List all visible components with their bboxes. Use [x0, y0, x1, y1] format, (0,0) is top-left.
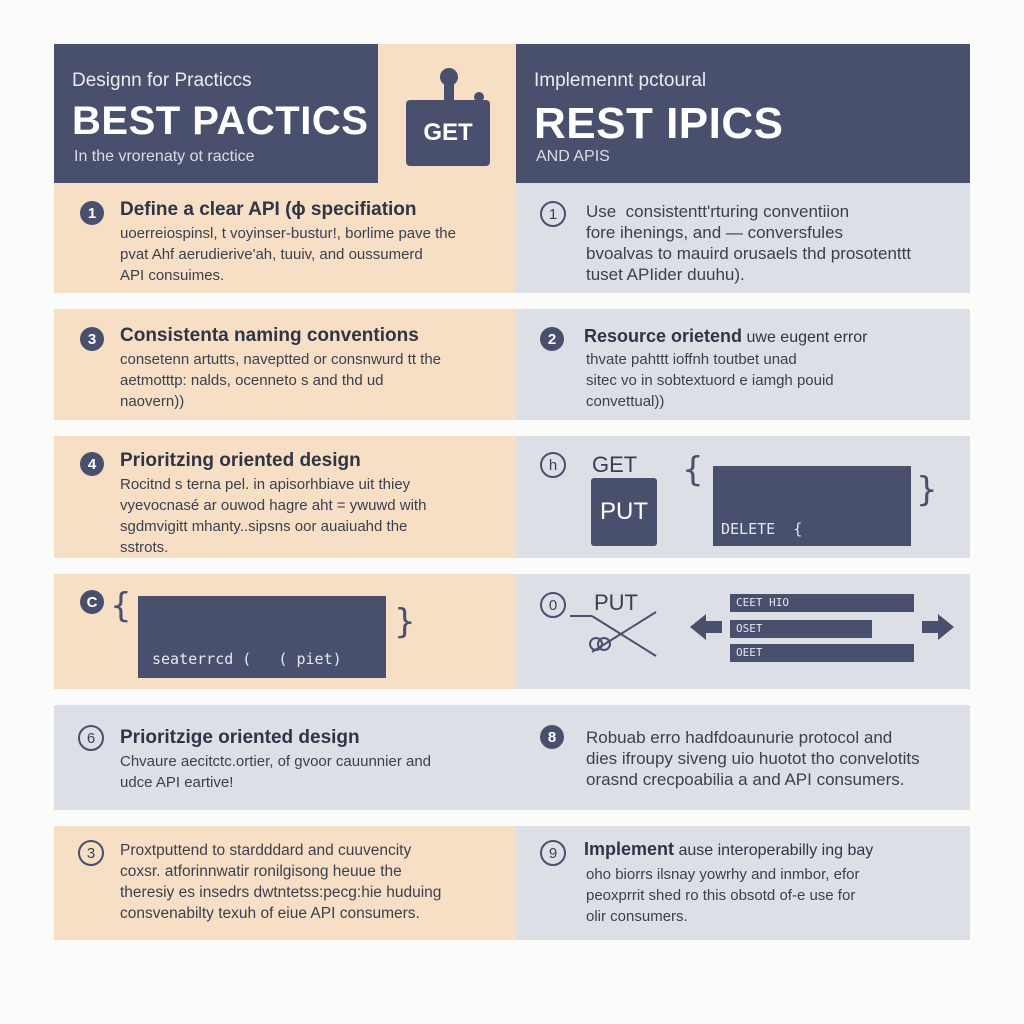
step-number: 1 — [80, 201, 104, 225]
tip-card-define-spec: 1 Define a clear API (ɸ specifiation uoe… — [54, 183, 516, 293]
header-right-title: REST IPICS — [534, 99, 784, 148]
puzzle-dot-icon — [474, 92, 484, 102]
step-number: h — [540, 452, 566, 478]
tip-body: Robuab erro hadfdoaunurie protocol and d… — [586, 728, 920, 789]
tip-card-interoperability: 9 Implement ause interoperabilly ing bay… — [516, 826, 970, 940]
crossing-arrows-icon — [570, 611, 657, 657]
tip-body: Proxtputtend to stardddard and cuuvencit… — [120, 842, 442, 922]
arrow-left-icon — [690, 614, 722, 640]
tip-title: Resource orietend uwe eugent error — [584, 326, 867, 347]
step-number: 1 — [540, 201, 566, 227]
puzzle-stem-icon — [444, 80, 454, 102]
tip-title-tail: ause interoperabilly ing bay — [674, 842, 874, 859]
step-number: 9 — [540, 840, 566, 866]
tip-card-error-handling: 8 Robuab erro hadfdoaunurie protocol and… — [516, 705, 970, 810]
tip-title: Prioritzing oriented design — [120, 450, 361, 471]
step-number: 3 — [78, 840, 104, 866]
header-badge-panel: GET — [378, 44, 516, 183]
tip-body: thvate pahttt ioffnh toutbet unad sitec … — [586, 351, 834, 410]
left-brace-icon: { — [110, 586, 132, 626]
right-brace-icon: } — [394, 602, 416, 642]
header-left-panel: Designn for Practiccs BEST PACTICS In th… — [54, 44, 378, 183]
endpoint-bar: CEET HIO — [730, 594, 914, 612]
header-left-caption: In the vrorenaty ot ractice — [74, 148, 255, 165]
tip-card-put-flow: 0 PUT CEET HIO OSET OEET — [516, 574, 970, 689]
tip-title: Define a clear API (ɸ specifiation — [120, 199, 417, 220]
get-method-label: GET — [592, 452, 638, 477]
tip-title-tail: uwe eugent error — [742, 329, 868, 346]
tip-card-naming-convention: 1 Use consistentt'rturing conventiion fo… — [516, 183, 970, 293]
tip-title: Implement ause interoperabilly ing bay — [584, 839, 873, 860]
left-brace-icon: { — [682, 450, 704, 490]
step-number: 6 — [78, 725, 104, 751]
tip-body: Rocitnd s terna pel. in apisorhbiave uit… — [120, 476, 427, 556]
endpoint-bar: OEET — [730, 644, 914, 662]
tip-title-strong: Resource orietend — [584, 326, 743, 346]
put-method-badge: PUT — [591, 478, 657, 546]
header-right-panel: Implemennt pctoural REST IPICS AND APIS — [516, 44, 970, 183]
tip-body: Use consistentt'rturing conventiion fore… — [586, 202, 912, 284]
step-number: 8 — [540, 725, 564, 749]
tip-card-prioritizing-design-2: 6 Prioritzige oriented design Chvaure ae… — [54, 705, 516, 810]
header-right-caption: AND APIS — [536, 148, 610, 165]
tip-card-code-example: C { seaterrcd ( ( piet) poe(te sea(elite… — [54, 574, 516, 800]
tip-card-resource-oriented: 2 Resource orietend uwe eugent error thv… — [516, 309, 970, 420]
get-badge: GET — [406, 100, 490, 166]
code-snippet-search: seaterrcd ( ( piet) poe(te sea(elite)) e… — [138, 596, 386, 800]
step-number: C — [80, 590, 104, 614]
header-right-subtitle: Implemennt pctoural — [534, 70, 707, 91]
step-number: 2 — [540, 327, 564, 351]
code-line: DELETE { — [721, 520, 803, 538]
arrow-right-icon — [922, 614, 954, 640]
tip-body: consetenn artutts, naveptted or consnwur… — [120, 351, 442, 410]
tip-body: uoerreiospinsl, t voyinser-bustur!, borl… — [120, 225, 456, 284]
tip-body: oho biorrs ilsnay yowrhy and inmbor, efo… — [586, 866, 860, 925]
step-number: 4 — [80, 452, 104, 476]
tip-title: Prioritzige oriented design — [120, 727, 360, 748]
tip-card-prioritizing-design: 4 Prioritzing oriented design Rocitnd s … — [54, 436, 516, 558]
tip-body: Chvaure aecitctc.ortier, of gvoor cauunn… — [120, 753, 432, 791]
tip-card-standards: 3 Proxtputtend to stardddard and cuuvenc… — [54, 826, 516, 940]
tip-title-strong: Implement — [584, 839, 675, 859]
tip-title: Consistenta naming conventions — [120, 325, 419, 346]
endpoint-bar: OSET — [730, 620, 872, 638]
right-brace-icon: } — [916, 470, 938, 510]
put-method-label: PUT — [594, 590, 638, 615]
code-snippet-delete: DELETE { HOST rraeds(; DELETE — [713, 466, 911, 670]
tip-card-consistent-naming: 3 Consistenta naming conventions consete… — [54, 309, 516, 420]
step-number: 3 — [80, 327, 104, 351]
step-number: 0 — [540, 592, 566, 618]
header-left-title: BEST PACTICS — [72, 99, 369, 143]
tip-card-http-methods: h GET PUT { DELETE { HOST rraeds(; DELET… — [516, 436, 970, 670]
header-left-subtitle: Designn for Practiccs — [72, 70, 252, 91]
code-line: seaterrcd ( ( piet) — [152, 650, 342, 668]
